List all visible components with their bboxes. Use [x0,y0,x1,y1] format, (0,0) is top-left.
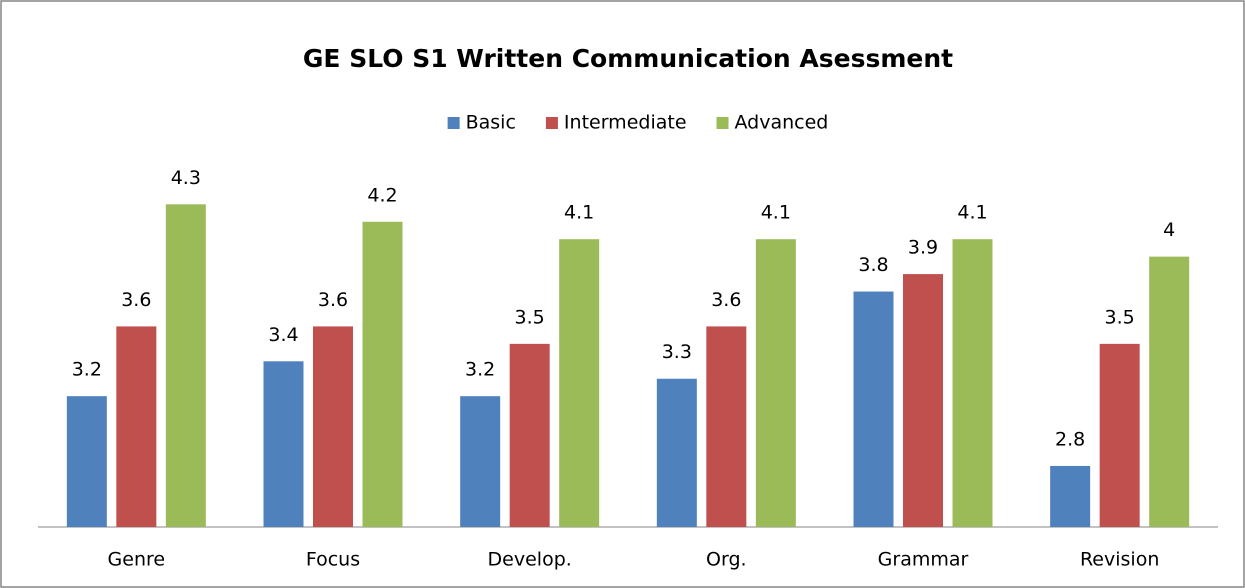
bar [755,239,796,528]
data-label: 3.9 [908,237,938,259]
bar [1050,465,1091,527]
x-tick-label: Org. [706,549,747,571]
data-label: 3.2 [465,359,495,381]
data-label: 3.6 [318,289,348,311]
data-label: 4.1 [957,202,987,224]
bar [1099,343,1140,527]
data-label: 3.6 [121,289,151,311]
legend-label: Basic [466,112,516,134]
bar [66,396,107,527]
data-label: 2.8 [1055,428,1085,450]
x-tick-label: Revision [1080,549,1159,571]
data-label: 3.5 [515,306,545,328]
bar [165,204,206,528]
bar [362,221,403,527]
bar [706,326,747,527]
data-label: 4.2 [367,184,397,206]
bar [1149,256,1190,527]
data-label: 3.6 [711,289,741,311]
data-label: 3.3 [662,341,692,363]
bar [853,291,894,527]
data-label: 3.5 [1105,306,1135,328]
data-label: 4.3 [171,167,201,189]
legend-label: Advanced [735,112,829,134]
x-tick-label: Genre [108,549,166,571]
data-label: 4.1 [564,202,594,224]
bar [509,343,550,527]
data-label: 3.4 [268,324,298,346]
bar [313,326,353,527]
data-label: 4.1 [761,202,791,224]
legend-label: Intermediate [564,112,687,134]
legend-swatch [447,117,460,129]
data-label: 3.2 [72,359,102,381]
bar [559,239,600,528]
chart-title: GE SLO S1 Written Communication Asessmen… [303,44,953,73]
data-label: 3.8 [858,254,888,276]
bar [656,378,697,527]
legend-swatch [545,117,558,129]
bar [460,396,501,527]
legend-swatch [716,117,729,129]
x-tick-label: Focus [306,549,360,571]
bar [903,274,943,527]
bar [116,326,157,527]
x-tick-label: Grammar [878,549,969,571]
bar [263,361,304,527]
bar [952,239,993,528]
data-label: 4 [1163,219,1175,241]
x-tick-label: Develop. [488,549,572,571]
